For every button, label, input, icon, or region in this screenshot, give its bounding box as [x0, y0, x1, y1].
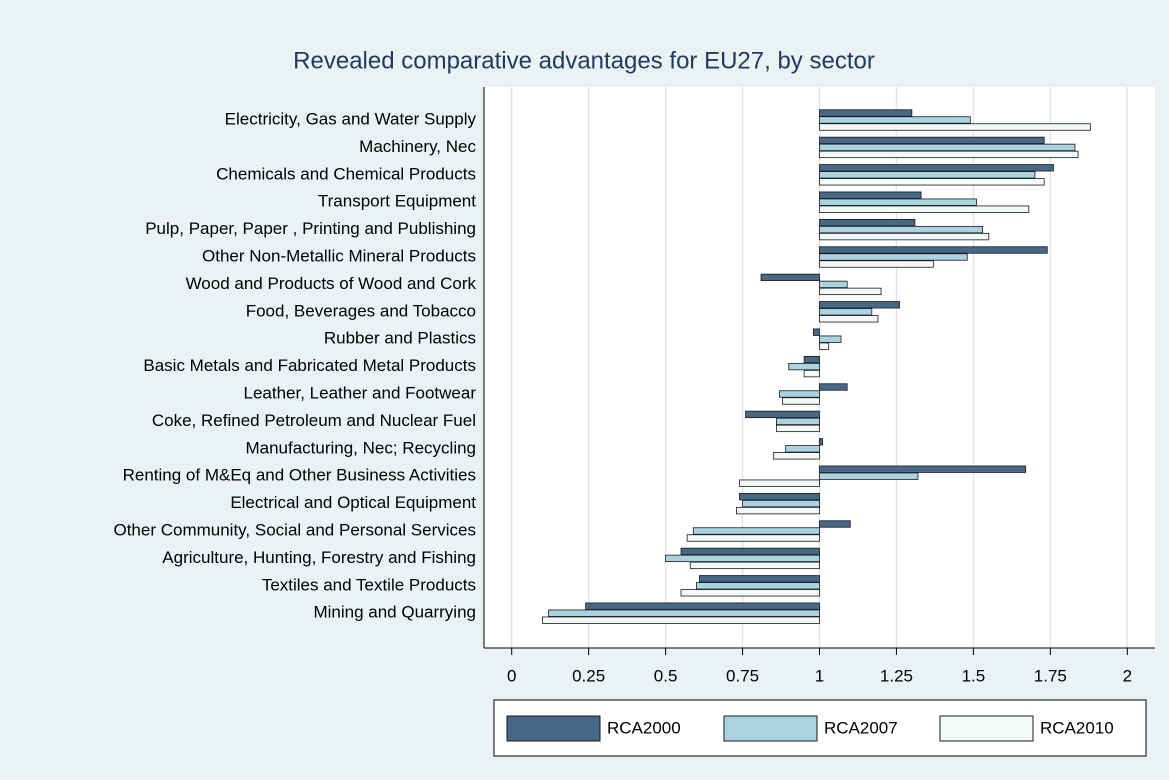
bar [812, 328, 820, 336]
y-tick-label: Coke, Refined Petroleum and Nuclear Fuel [152, 411, 476, 430]
bar [819, 136, 1045, 145]
bar [680, 547, 820, 556]
bar [819, 342, 830, 350]
bar [819, 383, 848, 391]
bar [782, 397, 820, 405]
x-tick-label: 1 [815, 666, 824, 685]
bar [819, 225, 984, 234]
y-tick-label: Textiles and Textile Products [262, 575, 476, 594]
bar [819, 109, 913, 117]
bar [686, 534, 820, 542]
legend-swatch [506, 715, 601, 742]
bar [739, 479, 820, 487]
bar [785, 445, 820, 453]
x-tick-label: 0.25 [572, 666, 605, 685]
bar [819, 315, 879, 323]
bar [695, 582, 820, 590]
x-tick-label: 0.5 [654, 666, 678, 685]
legend-box [493, 699, 1147, 757]
bar [665, 554, 820, 563]
bar [819, 301, 900, 309]
bar [819, 308, 873, 316]
chart-title: Revealed comparative advantages for EU27… [293, 47, 875, 74]
bar [760, 273, 820, 282]
y-tick-label: Machinery, Nec [359, 137, 476, 156]
bar [689, 561, 820, 570]
bar [772, 452, 820, 460]
bar [742, 499, 820, 508]
bar [819, 205, 1030, 213]
bar [819, 232, 990, 241]
bar [819, 253, 968, 261]
bar [819, 116, 971, 124]
bar [819, 260, 934, 268]
bar [585, 602, 820, 610]
y-tick-label: Basic Metals and Fabricated Metal Produc… [143, 356, 476, 375]
y-tick-label: Electricity, Gas and Water Supply [225, 109, 477, 128]
bar [692, 527, 820, 535]
x-tick-label: 1.75 [1034, 666, 1067, 685]
bar [819, 164, 1054, 172]
bar [819, 520, 851, 528]
bar [819, 123, 1091, 131]
x-tick-label: 1.25 [880, 666, 913, 685]
bar [776, 424, 820, 433]
bar [739, 492, 820, 501]
y-tick-label: Electrical and Optical Equipment [230, 493, 476, 512]
bar [776, 417, 820, 426]
x-tick-label: 0 [507, 666, 516, 685]
y-tick-label: Other Community, Social and Personal Ser… [113, 520, 476, 539]
bar [542, 616, 820, 624]
bar [819, 280, 848, 289]
bar [819, 171, 1036, 179]
bar [779, 390, 820, 398]
legend-label: RCA2010 [1040, 718, 1114, 737]
y-tick-label: Manufacturing, Nec; Recycling [245, 438, 476, 457]
bar [819, 335, 842, 343]
bar [819, 472, 919, 480]
x-tick-label: 0.75 [726, 666, 759, 685]
bar [735, 506, 820, 515]
bar [819, 178, 1045, 186]
legend-label: RCA2007 [824, 718, 898, 737]
y-tick-label: Rubber and Plastics [324, 329, 476, 348]
bar [803, 369, 820, 378]
bar [819, 246, 1048, 254]
y-tick-label: Chemicals and Chemical Products [216, 164, 476, 183]
bar [803, 355, 820, 364]
bar [745, 410, 820, 419]
y-tick-label: Food, Beverages and Tobacco [246, 301, 476, 320]
bar [548, 609, 820, 617]
y-tick-label: Mining and Quarrying [313, 603, 476, 622]
bar [819, 438, 823, 446]
y-tick-label: Wood and Products of Wood and Cork [186, 274, 477, 293]
bar [819, 287, 882, 296]
y-tick-label: Transport Equipment [318, 192, 476, 211]
bar [699, 575, 820, 583]
x-tick-label: 2 [1123, 666, 1132, 685]
y-tick-label: Agriculture, Hunting, Forestry and Fishi… [162, 548, 476, 567]
legend-label: RCA2000 [607, 718, 681, 737]
bar [819, 150, 1079, 159]
bar [680, 589, 820, 597]
bar [819, 198, 977, 206]
legend-swatch [723, 715, 818, 742]
bar [819, 143, 1076, 152]
bar [819, 218, 916, 227]
bar [788, 362, 820, 371]
y-tick-label: Pulp, Paper, Paper , Printing and Publis… [145, 219, 476, 238]
y-tick-label: Renting of M&Eq and Other Business Activ… [123, 466, 476, 485]
bar [819, 465, 1027, 473]
y-tick-label: Leather, Leather and Footwear [244, 383, 477, 402]
bar [819, 191, 922, 199]
y-tick-label: Other Non-Metallic Mineral Products [202, 246, 476, 265]
legend-swatch [939, 715, 1034, 742]
x-tick-label: 1.5 [962, 666, 986, 685]
